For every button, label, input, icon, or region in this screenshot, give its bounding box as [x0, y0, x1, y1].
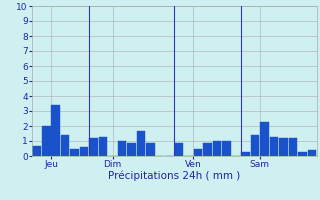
- Bar: [146, 142, 155, 156]
- Bar: [32, 146, 41, 156]
- Bar: [61, 135, 69, 156]
- Bar: [80, 147, 89, 156]
- Bar: [270, 137, 278, 156]
- Bar: [260, 121, 269, 156]
- Bar: [251, 135, 260, 156]
- Bar: [89, 138, 98, 156]
- Bar: [222, 141, 231, 156]
- Bar: [127, 142, 136, 156]
- Bar: [99, 137, 108, 156]
- Bar: [42, 126, 51, 156]
- Bar: [118, 141, 126, 156]
- Bar: [203, 142, 212, 156]
- Bar: [52, 105, 60, 156]
- X-axis label: Précipitations 24h ( mm ): Précipitations 24h ( mm ): [108, 171, 241, 181]
- Bar: [213, 141, 221, 156]
- Bar: [298, 152, 307, 156]
- Bar: [70, 148, 79, 156]
- Bar: [279, 138, 288, 156]
- Bar: [289, 138, 297, 156]
- Bar: [137, 130, 146, 156]
- Bar: [194, 148, 203, 156]
- Bar: [308, 150, 316, 156]
- Bar: [241, 152, 250, 156]
- Bar: [175, 142, 183, 156]
